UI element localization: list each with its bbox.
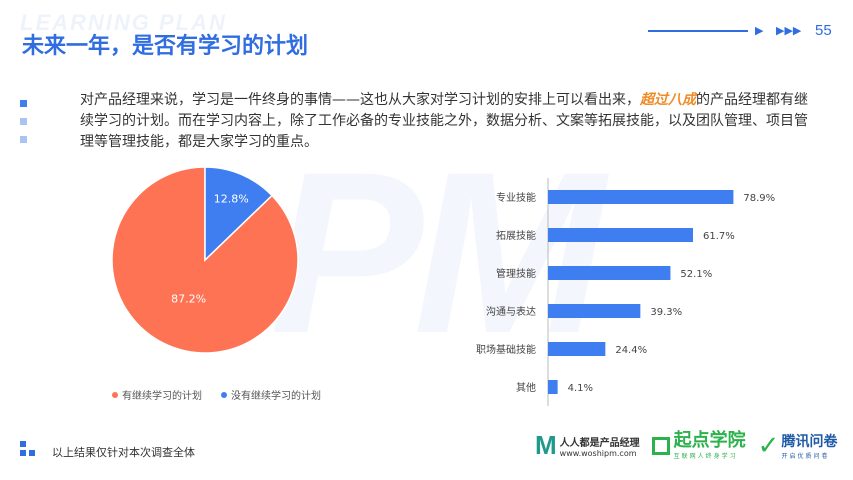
legend-swatch-no [221,391,227,398]
header-divider [648,30,748,32]
bullet-decoration [20,100,28,154]
bar-value-label: 61.7% [703,231,735,242]
page-number: 55 [815,22,832,39]
tencent-wj-name: 腾讯问卷 [781,434,838,450]
qidian-sub: 互联网人终身学习 [673,453,738,460]
triple-arrow-icon: ▶▶▶ [776,24,802,37]
bar-value-label: 78.9% [743,193,775,204]
bar-category-label: 其他 [516,381,536,394]
legend-label-yes: 有继续学习的计划 [122,391,202,402]
intro-text-1: 对产品经理来说，学习是一件终身的事情——这也从大家对学习计划的安排上可以看出来， [80,92,640,108]
woshipm-name: 人人都是产品经理 [559,437,640,449]
tencent-wj-logo: ✓ 腾讯问卷 开启优质问卷 [758,431,838,461]
footer-note: 以上结果仅针对本次调查全体 [52,446,195,459]
bar-value-label: 24.4% [615,345,647,356]
page-title: 未来一年，是否有学习的计划 [22,34,309,59]
legend-item-yes: 有继续学习的计划 [112,387,202,402]
legend-item-no: 没有继续学习的计划 [221,387,321,402]
bar [548,228,693,242]
tencent-wj-sub: 开启优质问卷 [781,453,830,460]
intro-highlight: 超过八成 [640,92,696,108]
pie-slice-1 [204,166,274,262]
bar-category-label: 沟通与表达 [486,305,536,318]
checkmark-icon: ✓ [757,430,780,461]
qidian-name: 起点学院 [673,430,746,451]
watermark-pm: PM [270,124,605,381]
bar [548,266,671,280]
watermark-title: LEARNING PLAN [20,10,227,35]
pie-label-0: 87.2% [171,293,206,306]
qidian-logo: 起点学院 互联网人终身学习 [651,430,746,460]
intro-text-2: 的产品经理都有继续学习的计划。而在学习内容上，除了工作必备的专业技能之外，数据分… [80,92,808,150]
bar-chart: 专业技能 78.9% 拓展技能 61.7% 管理技能 52.1% 沟通与表达 39.3% 职场基… [476,178,775,406]
woshipm-url: www.woshipm.com [559,448,637,458]
bar-value-label: 4.1% [568,383,593,394]
bar-value-label: 52.1% [680,269,712,280]
bar-category-label: 专业技能 [496,191,536,204]
woshipm-logo: M 人人都是产品经理 www.woshipm.com [535,430,640,461]
pie-label-1: 12.8% [214,192,249,205]
qidian-mark-icon [651,436,670,455]
bar-category-label: 职场基础技能 [476,343,536,356]
bar [548,380,558,394]
intro-paragraph: 对产品经理来说，学习是一件终身的事情——这也从大家对学习计划的安排上可以看出来，… [80,90,810,153]
bar [548,342,606,356]
bar-category-label: 拓展技能 [496,229,536,242]
partner-logos: M 人人都是产品经理 www.woshipm.com 起点学院 互联网人终身学习… [535,430,837,461]
bar-category-label: 管理技能 [496,267,536,280]
grid-icon [20,441,36,457]
pie-chart: 87.2% 12.8% [111,166,299,354]
bar-value-label: 39.3% [650,307,682,318]
woshipm-mark-icon: M [535,430,557,460]
legend-label-no: 没有继续学习的计划 [231,391,321,402]
bar [548,190,734,204]
arrow-icon: ▶ [755,24,764,37]
bar [548,304,641,318]
legend-swatch-yes [112,391,118,398]
